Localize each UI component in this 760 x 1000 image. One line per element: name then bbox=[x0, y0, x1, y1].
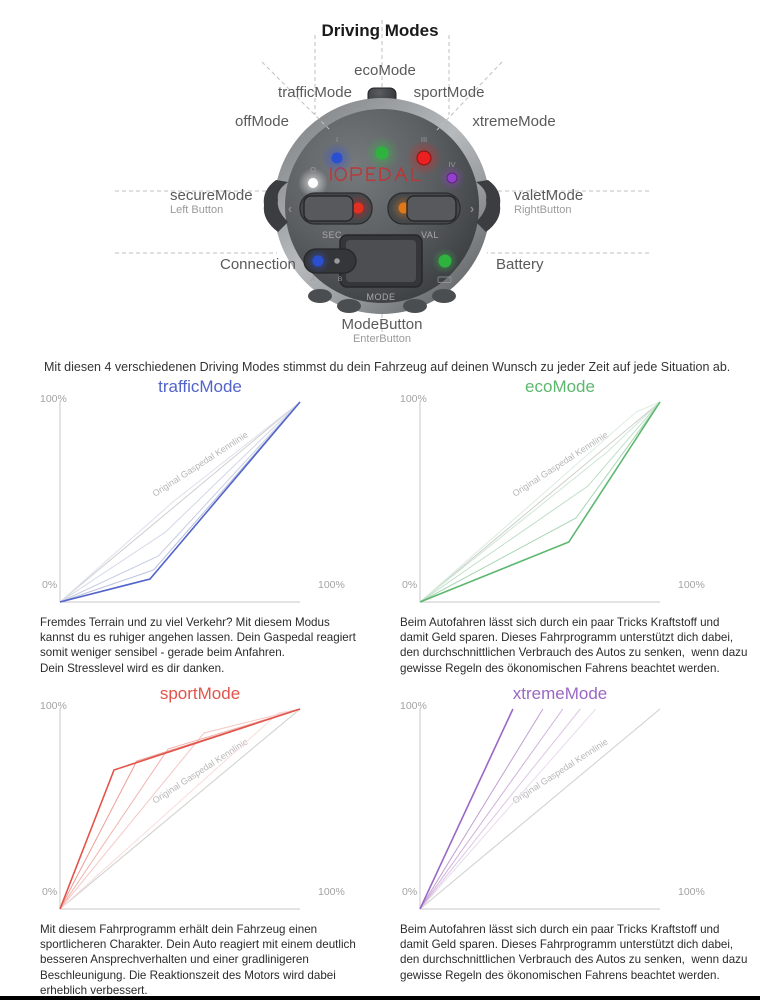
svg-text:Original Gaspedal Kennlinie: Original Gaspedal Kennlinie bbox=[511, 737, 610, 806]
svg-text:MODE: MODE bbox=[367, 292, 396, 302]
svg-text:O: O bbox=[310, 165, 316, 174]
svg-text:IV: IV bbox=[448, 160, 455, 169]
svg-text:VAL: VAL bbox=[421, 230, 439, 240]
svg-text:SEC: SEC bbox=[322, 230, 342, 240]
svg-text:Original Gaspedal Kennlinie: Original Gaspedal Kennlinie bbox=[511, 430, 610, 499]
svg-text:A: A bbox=[311, 276, 316, 283]
svg-text:‹: ‹ bbox=[288, 201, 292, 216]
svg-text:Original Gaspedal Kennlinie: Original Gaspedal Kennlinie bbox=[151, 737, 250, 806]
svg-text:III: III bbox=[421, 135, 427, 144]
svg-text:B: B bbox=[338, 276, 342, 283]
svg-text:I: I bbox=[336, 135, 338, 144]
svg-text:›: › bbox=[470, 201, 474, 216]
svg-text:Original Gaspedal Kennlinie: Original Gaspedal Kennlinie bbox=[151, 430, 250, 499]
